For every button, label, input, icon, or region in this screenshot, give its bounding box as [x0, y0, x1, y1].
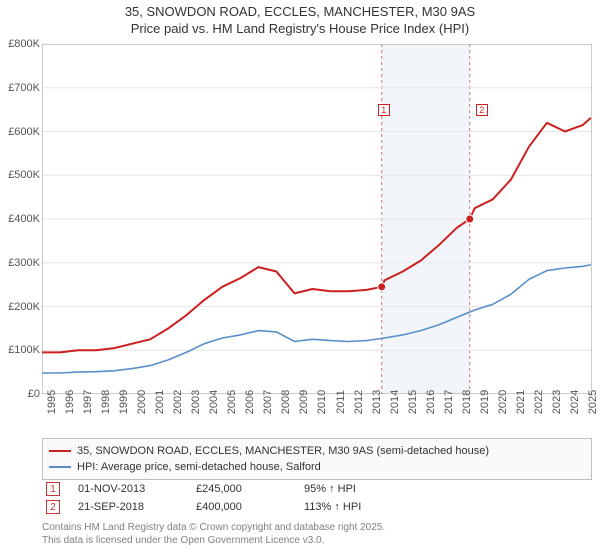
- x-axis-tick-label: 2025: [587, 390, 599, 414]
- event-row: 2 21-SEP-2018 £400,000 113% ↑ HPI: [42, 498, 592, 516]
- events-table: 1 01-NOV-2013 £245,000 95% ↑ HPI 2 21-SEP-201…: [42, 480, 592, 516]
- legend-swatch: [49, 466, 71, 468]
- x-axis-tick-label: 1997: [82, 390, 94, 414]
- x-axis-tick-label: 2009: [298, 390, 310, 414]
- chart-marker-label: 2: [476, 104, 488, 116]
- x-axis-tick-label: 2006: [244, 390, 256, 414]
- x-axis-tick-label: 1999: [118, 390, 130, 414]
- event-hpi: 95% ↑ HPI: [304, 483, 414, 495]
- legend-label: 35, SNOWDON ROAD, ECCLES, MANCHESTER, M3…: [77, 445, 489, 457]
- legend: 35, SNOWDON ROAD, ECCLES, MANCHESTER, M3…: [42, 438, 592, 480]
- y-axis-tick-label: £200K: [0, 301, 40, 313]
- chart-marker-label: 1: [378, 104, 390, 116]
- x-axis-tick-label: 2013: [371, 390, 383, 414]
- x-axis-tick-label: 2010: [316, 390, 328, 414]
- footer-line-2: This data is licensed under the Open Gov…: [42, 535, 592, 548]
- event-date: 21-SEP-2018: [78, 501, 178, 513]
- x-axis-tick-label: 2008: [280, 390, 292, 414]
- x-axis-tick-label: 2004: [208, 390, 220, 414]
- x-axis-tick-label: 1998: [100, 390, 112, 414]
- x-axis-tick-label: 2016: [425, 390, 437, 414]
- event-price: £245,000: [196, 483, 286, 495]
- x-axis-tick-label: 2002: [172, 390, 184, 414]
- chart-plot-area: [42, 44, 592, 394]
- x-axis-tick-label: 2011: [335, 390, 347, 414]
- footer-line-1: Contains HM Land Registry data © Crown c…: [42, 522, 592, 535]
- legend-row: HPI: Average price, semi-detached house,…: [49, 459, 585, 475]
- x-axis-tick-label: 2021: [515, 390, 527, 414]
- event-row: 1 01-NOV-2013 £245,000 95% ↑ HPI: [42, 480, 592, 498]
- x-axis-tick-label: 2012: [353, 390, 365, 414]
- x-axis-tick-label: 2007: [262, 390, 274, 414]
- y-axis-tick-label: £700K: [0, 82, 40, 94]
- event-price: £400,000: [196, 501, 286, 513]
- x-axis-tick-label: 2022: [533, 390, 545, 414]
- x-axis-tick-label: 2005: [226, 390, 238, 414]
- y-axis-tick-label: £500K: [0, 169, 40, 181]
- chart-svg: [42, 44, 592, 394]
- legend-label: HPI: Average price, semi-detached house,…: [77, 461, 321, 473]
- title-line-2: Price paid vs. HM Land Registry's House …: [0, 21, 600, 38]
- footer: Contains HM Land Registry data © Crown c…: [42, 522, 592, 547]
- event-marker-box: 2: [46, 500, 60, 514]
- y-axis-tick-label: £400K: [0, 213, 40, 225]
- x-axis-tick-label: 2024: [569, 390, 581, 414]
- x-axis-tick-label: 2000: [136, 390, 148, 414]
- y-axis-tick-label: £100K: [0, 344, 40, 356]
- x-axis-tick-label: 2019: [479, 390, 491, 414]
- x-axis-tick-label: 2020: [497, 390, 509, 414]
- x-axis-tick-label: 2015: [407, 390, 419, 414]
- x-axis-tick-label: 2017: [443, 390, 455, 414]
- chart-title: 35, SNOWDON ROAD, ECCLES, MANCHESTER, M3…: [0, 0, 600, 40]
- title-line-1: 35, SNOWDON ROAD, ECCLES, MANCHESTER, M3…: [0, 4, 600, 21]
- event-date: 01-NOV-2013: [78, 483, 178, 495]
- x-axis-tick-label: 2003: [190, 390, 202, 414]
- y-axis-tick-label: £600K: [0, 126, 40, 138]
- x-axis-tick-label: 1995: [46, 390, 58, 414]
- x-axis-tick-label: 2001: [154, 390, 166, 414]
- legend-row: 35, SNOWDON ROAD, ECCLES, MANCHESTER, M3…: [49, 443, 585, 459]
- legend-swatch: [49, 450, 71, 452]
- event-hpi: 113% ↑ HPI: [304, 501, 414, 513]
- x-axis-tick-label: 2023: [551, 390, 563, 414]
- event-marker-box: 1: [46, 482, 60, 496]
- y-axis-tick-label: £800K: [0, 38, 40, 50]
- y-axis-tick-label: £0: [0, 388, 40, 400]
- x-axis-tick-label: 1996: [64, 390, 76, 414]
- y-axis-tick-label: £300K: [0, 257, 40, 269]
- x-axis-tick-label: 2014: [389, 390, 401, 414]
- x-axis-tick-label: 2018: [461, 390, 473, 414]
